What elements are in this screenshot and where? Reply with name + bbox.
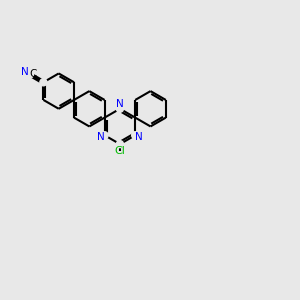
Text: N: N (21, 67, 29, 76)
Text: N: N (97, 133, 105, 142)
Circle shape (116, 141, 124, 148)
Text: N: N (116, 99, 124, 110)
Circle shape (116, 105, 124, 112)
Text: C: C (30, 69, 37, 79)
Circle shape (25, 70, 34, 78)
Text: Cl: Cl (115, 146, 125, 157)
Circle shape (101, 132, 108, 139)
Circle shape (40, 79, 47, 86)
Circle shape (132, 132, 139, 139)
Text: N: N (135, 133, 143, 142)
